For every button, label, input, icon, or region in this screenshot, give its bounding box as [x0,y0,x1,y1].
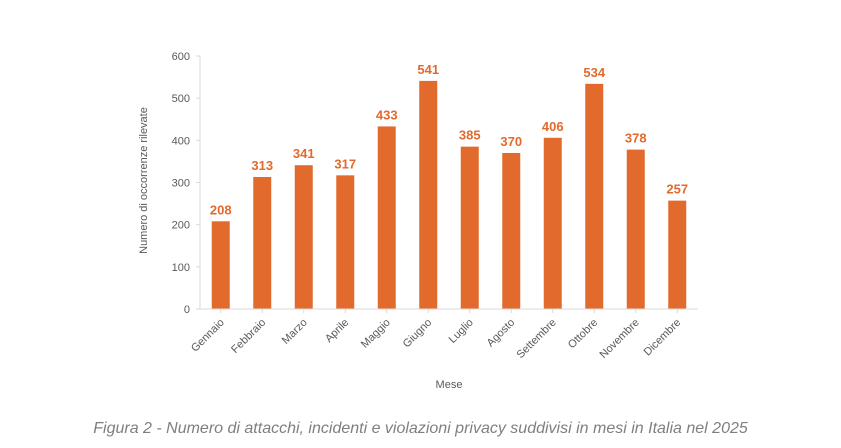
data-label: 433 [376,107,398,122]
y-tick-label: 500 [172,93,190,105]
x-axis: Gennaio Febbraio Marzo Aprile Maggio Giugno Lu… [189,308,698,361]
bar-agosto [502,152,521,309]
data-label: 208 [210,202,232,217]
x-tick-label: Maggio [359,317,393,351]
x-tick-label: Marzo [280,317,310,347]
data-label: 257 [666,182,688,197]
y-tick-label: 300 [172,178,190,190]
y-axis-title: Numero di occorrenze rilevate [138,107,150,254]
x-tick-label: Luglio [447,317,476,346]
y-tick-label: 200 [172,220,190,232]
y-axis: 0 100 200 300 400 500 600 [172,51,201,316]
y-tick-label: 100 [172,262,190,274]
figure-caption: Figura 2 - Numero di attacchi, incidenti… [93,420,748,437]
bar-settembre [543,137,562,309]
bar-febbraio [253,177,272,309]
bar-gennaio [211,221,230,309]
data-label: 370 [500,134,522,149]
data-label: 541 [417,62,439,77]
x-tick-label: Giugno [401,317,435,351]
data-label: 385 [459,128,481,143]
x-tick-label: Novembre [598,317,642,361]
data-label: 317 [334,156,356,171]
y-tick-label: 400 [172,135,190,147]
x-tick-label: Agosto [485,317,518,350]
bar-giugno [419,80,438,310]
bar-luglio [460,146,479,309]
bar-aprile [336,175,355,309]
x-tick-label: Ottobre [566,317,600,351]
x-tick-label: Gennaio [189,317,227,355]
x-tick-label: Dicembre [642,317,684,359]
bar-marzo [294,165,313,309]
bar-dicembre [668,200,687,309]
data-label: 341 [293,146,315,161]
data-label: 313 [251,158,273,173]
bar-ottobre [585,83,604,309]
y-tick-label: 600 [172,51,190,63]
data-label: 378 [625,131,647,146]
x-axis-title: Mese [436,379,463,391]
y-tick-label: 0 [184,304,190,316]
x-tick-label: Settembre [515,317,559,361]
x-tick-label: Febbraio [229,317,268,356]
data-label: 406 [542,119,564,134]
bars-group: 208 313 341 317 433 541 385 370 406 534 378 257 [210,62,688,310]
bar-novembre [626,149,645,309]
data-label: 534 [583,65,605,80]
x-tick-label: Aprile [323,317,351,345]
bar-maggio [377,126,396,309]
